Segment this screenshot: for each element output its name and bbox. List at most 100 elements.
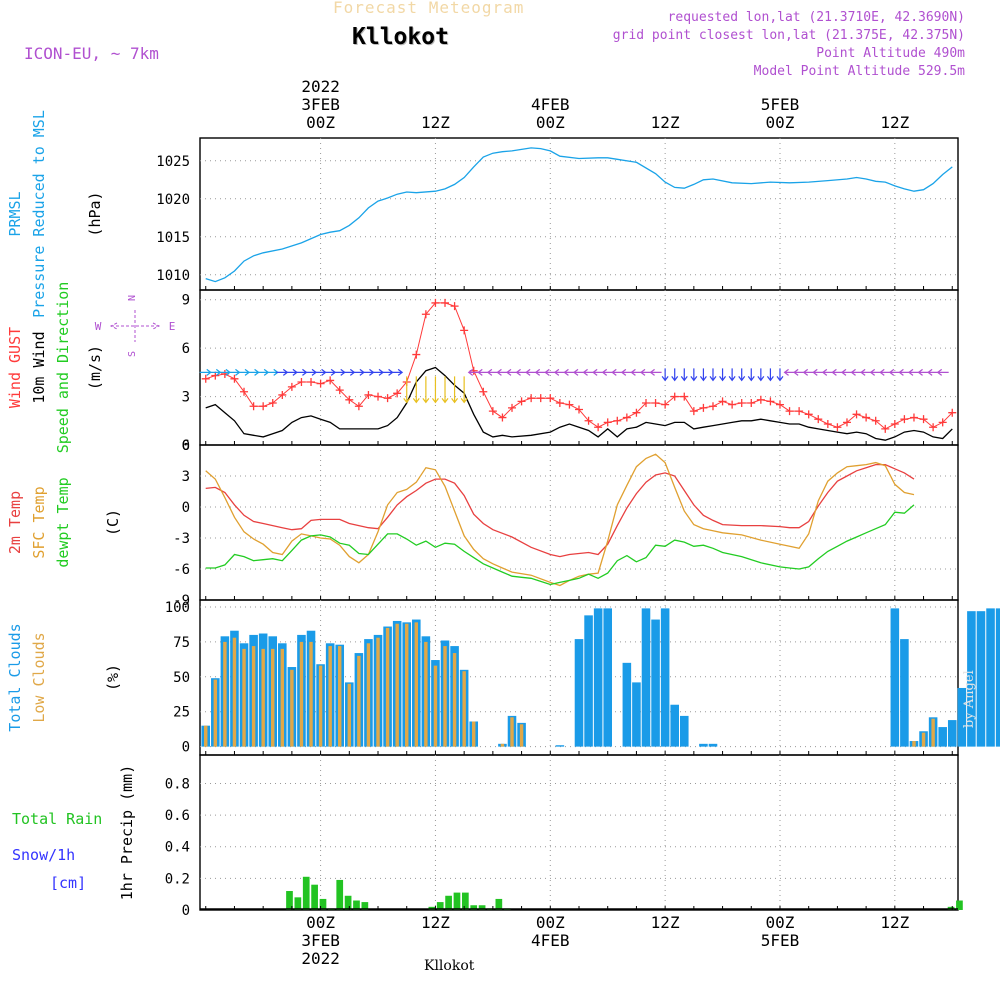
- wind-direction-arrow: [238, 368, 251, 376]
- series-line-dewpt-temp: [205, 504, 915, 586]
- total-cloud-bar: [660, 608, 670, 747]
- low-cloud-bar: [232, 637, 237, 747]
- gust-marker: [450, 302, 459, 311]
- gust-marker: [508, 403, 517, 412]
- gust-marker: [575, 405, 583, 414]
- wind-direction-arrow: [305, 368, 318, 376]
- gust-marker: [431, 298, 440, 307]
- low-cloud-bar: [921, 732, 926, 747]
- low-cloud-bar: [510, 717, 514, 747]
- total-cloud-bar: [641, 608, 651, 747]
- rain-bar: [353, 900, 360, 910]
- compass-west: W: [95, 320, 102, 333]
- gust-marker: [201, 374, 210, 383]
- total-cloud-bar: [708, 743, 718, 747]
- wind-direction-arrow: [422, 376, 430, 404]
- low-cloud-bar: [385, 627, 390, 747]
- rain-bar: [294, 897, 302, 910]
- total-cloud-bar: [632, 682, 641, 747]
- top-time-label: 4FEB: [531, 95, 570, 114]
- wind-direction-arrow: [343, 368, 356, 376]
- gust-marker: [833, 423, 842, 432]
- rain-bar: [495, 898, 503, 910]
- gust-marker: [747, 399, 756, 408]
- panel-label-temperature: dewpt Temp: [54, 477, 72, 567]
- total-cloud-bar: [584, 615, 593, 747]
- y-tick-label: 1020: [156, 192, 190, 208]
- low-cloud-bar: [223, 641, 227, 747]
- gust-marker: [335, 386, 344, 395]
- wind-direction-arrow: [333, 368, 346, 376]
- gust-marker: [909, 413, 918, 422]
- panel-unit-temperature: (C): [104, 509, 122, 536]
- footer-location: Kllokot: [424, 958, 475, 974]
- y-tick-label: 3: [182, 469, 190, 485]
- panel-label-clouds: Low Clouds: [30, 632, 48, 722]
- gust-marker: [259, 402, 268, 411]
- low-cloud-bar: [280, 648, 285, 747]
- gust-marker: [670, 392, 679, 401]
- wind-direction-arrow: [247, 368, 260, 376]
- low-cloud-bar: [912, 741, 916, 747]
- wind-direction-arrow: [362, 368, 375, 376]
- gust-marker: [594, 423, 603, 432]
- rain-bar: [478, 905, 486, 910]
- rain-bar: [311, 884, 318, 910]
- gust-marker: [278, 390, 287, 399]
- top-time-label: 12Z: [421, 113, 450, 132]
- total-cloud-bar: [699, 743, 708, 747]
- gust-marker: [488, 407, 497, 416]
- gust-marker: [603, 418, 612, 427]
- wind-direction-arrow: [738, 368, 746, 382]
- panel-label-wind: 10m Wind: [30, 331, 48, 403]
- total-cloud-bar: [574, 639, 584, 747]
- low-cloud-bar: [261, 648, 265, 747]
- wind-direction-arrow: [266, 368, 279, 376]
- gust-marker: [814, 415, 823, 424]
- gust-marker: [479, 387, 488, 396]
- panel-label-pressure: PRMSL: [6, 191, 24, 236]
- y-tick-label: 0.8: [165, 776, 190, 792]
- top-year-label: 2022: [301, 77, 340, 96]
- y-tick-label: 6: [182, 438, 190, 454]
- wind-direction-arrow: [403, 376, 411, 404]
- rain-bar: [436, 902, 444, 910]
- y-tick-label: 1025: [156, 154, 190, 170]
- bottom-time-label: 00Z: [306, 913, 335, 932]
- total-cloud-bar: [651, 619, 660, 747]
- top-time-label: 00Z: [306, 113, 335, 132]
- gust-marker: [316, 379, 325, 388]
- data-layer: [199, 147, 1000, 910]
- panel-label-pressure: Pressure Reduced to MSL: [30, 110, 48, 318]
- credit-watermark: by Angel: [962, 670, 977, 728]
- low-cloud-bar: [242, 648, 246, 747]
- wind-direction-arrow: [295, 368, 308, 376]
- total-cloud-bar: [679, 715, 689, 747]
- location-title: Kllokot: [352, 24, 449, 50]
- rain-bar: [453, 892, 461, 910]
- panel-frame-pressure: [199, 137, 959, 291]
- total-cloud-bar: [986, 608, 995, 747]
- low-cloud-bar: [251, 646, 256, 747]
- rain-bar: [956, 900, 963, 910]
- low-cloud-bar: [318, 665, 323, 747]
- wind-direction-arrow: [372, 368, 385, 376]
- compass-south: S: [127, 351, 138, 357]
- rain-bar: [286, 891, 293, 910]
- total-cloud-bar: [995, 608, 1000, 747]
- total-cloud-bar: [622, 662, 632, 747]
- gust-marker: [622, 413, 631, 422]
- bottom-time-label: 12Z: [651, 913, 680, 932]
- bottom-time-label: 12Z: [421, 913, 450, 932]
- point-altitude: Point Altitude 490m: [816, 46, 965, 61]
- wind-direction-arrow: [690, 368, 698, 382]
- total-cloud-bar: [957, 687, 967, 747]
- legend-snow-unit: [cm]: [50, 874, 86, 892]
- y-tick-label: 0.4: [165, 840, 190, 856]
- gust-marker: [307, 378, 316, 387]
- gust-marker: [536, 394, 545, 403]
- low-cloud-bar: [328, 646, 332, 747]
- gust-marker: [795, 407, 804, 416]
- panel-unit-pressure: (hPa): [86, 191, 104, 236]
